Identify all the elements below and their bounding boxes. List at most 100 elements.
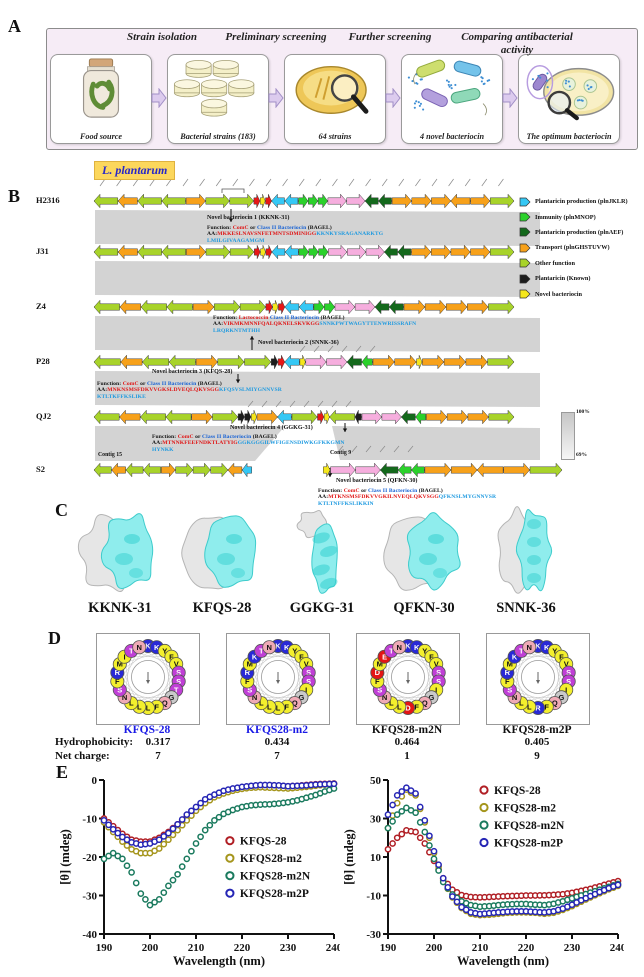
svg-text:F: F [154, 702, 159, 711]
gene-arrow [192, 462, 211, 478]
flow-arrow-icon [502, 88, 518, 108]
annotation-text-part: ComC [177, 434, 194, 440]
svg-text:I: I [565, 685, 567, 694]
svg-text:L: L [527, 702, 532, 711]
gene-arrow [93, 409, 120, 425]
svg-text:Wavelength (nm): Wavelength (nm) [173, 954, 265, 968]
legend-item: Plantaricin production (plnAEF) [519, 225, 628, 240]
data-point [384, 824, 392, 832]
synteny-ribbon [95, 371, 540, 407]
stage-card: 64 strains [284, 54, 386, 144]
data-point [398, 807, 406, 815]
gene-arrow [327, 193, 347, 209]
gene-label-tick [282, 178, 288, 187]
data-point [393, 811, 401, 818]
data-point [449, 893, 456, 900]
gene-arrow [487, 354, 515, 370]
svg-text:KFQS28-m2: KFQS28-m2 [494, 803, 556, 815]
svg-text:I: I [305, 685, 307, 694]
svg-text:N: N [527, 643, 532, 652]
gene-arrow [229, 193, 254, 209]
svg-text:F: F [284, 702, 289, 711]
annotation-aa-line1: AA:MKKESLNAVSNFETMNTSDMINIGGKKNKYSRAGANA… [207, 231, 383, 237]
gene-label-tick [448, 178, 454, 187]
annotation-text-part: Class II Bacteriocin [269, 315, 320, 321]
annotation-text-part: Function: [213, 315, 239, 321]
gene-arrow [278, 300, 286, 314]
stage-caption: The optimum bacteriocin [526, 132, 612, 141]
data-point [201, 826, 209, 834]
gene-label-tick [365, 178, 371, 187]
svg-text:T: T [519, 647, 524, 656]
svg-text:-20: -20 [82, 852, 97, 864]
annotation-text-part: MTKNSMSFDKVVGKILNVEQLQKVSGG [328, 494, 439, 501]
data-point [197, 833, 204, 841]
svg-text:Q: Q [422, 699, 428, 708]
svg-text:0: 0 [92, 775, 98, 787]
annotation-text-part: KTLTNFFKSLIKKIN [318, 500, 374, 507]
gene-arrow [443, 354, 466, 370]
svg-text:E: E [382, 652, 387, 661]
data-point [100, 817, 108, 824]
gene-arrow [422, 354, 445, 370]
gene-label-tick [132, 178, 139, 187]
legend-swatch-icon [519, 258, 531, 268]
svg-text:G: G [169, 693, 175, 702]
annotation-text-part: (BAGEL) [196, 381, 222, 387]
gene-arrow [334, 299, 356, 315]
annotation-text-part: or [138, 381, 148, 387]
gene-label-tick [348, 178, 355, 187]
gene-label-tick [464, 178, 471, 187]
gene-arrow [317, 410, 325, 424]
svg-text:KFQS28-m2P: KFQS28-m2P [494, 838, 563, 850]
svg-text:V: V [304, 660, 309, 669]
legend-item: Transport (plnGHSTUVW) [519, 240, 628, 255]
data-point [192, 840, 200, 847]
data-point [430, 847, 438, 855]
net-charge-value: 1 [404, 750, 410, 762]
svg-text:N: N [252, 693, 257, 702]
annotation-text-part: Function: [97, 381, 123, 387]
workflow-step-label: Strain isolation [126, 31, 197, 43]
gene-arrow [378, 193, 392, 209]
data-point [192, 803, 200, 811]
strain-row-label: P28 [36, 356, 50, 366]
structure-name-label: SNNK-36 [496, 600, 556, 616]
gene-legend: Plantaricin production (plnJKLR) Immunity… [519, 194, 628, 302]
synteny-ribbon [95, 316, 540, 352]
annotation-text-part: QFKNSLMYGNNVSR [438, 494, 497, 501]
annotation-text-part: LRQRKNTMTHH [213, 327, 261, 334]
gene-arrow [470, 244, 491, 260]
petri-dishes-icon [173, 60, 255, 117]
gene-arrow [186, 244, 207, 260]
svg-text:R: R [535, 704, 541, 713]
svg-text:230: 230 [564, 942, 581, 954]
svg-text:K: K [154, 643, 160, 652]
data-point [119, 833, 126, 841]
gene-arrow [140, 409, 166, 425]
panel-c-label: C [55, 500, 68, 520]
synteny-ribbon [332, 426, 540, 460]
identity-top-label: 100% [576, 409, 590, 415]
flow-arrow-icon [151, 88, 167, 108]
gene-arrow [411, 462, 425, 478]
gene-arrow [205, 193, 230, 209]
gene-arrow [326, 354, 348, 370]
annotation-aa-line1: AA:MTNNKFEEFNDKTLATYIGGGKGGGILWFIGENSDIW… [152, 440, 345, 446]
legend-marker-icon [479, 837, 489, 848]
gene-arrow [354, 410, 362, 424]
gene-cluster-row [93, 354, 515, 370]
data-point [416, 803, 424, 811]
svg-text:S: S [117, 685, 122, 694]
svg-text:Y: Y [552, 647, 557, 656]
svg-text:N: N [122, 693, 127, 702]
gene-arrow [93, 354, 121, 370]
svg-text:S: S [176, 677, 181, 686]
contig-left-label: Contig 15 [98, 452, 122, 458]
gene-arrow [411, 193, 432, 209]
legend-item: Plantaricin production (plnJKLR) [519, 194, 628, 209]
gene-label-tick [481, 178, 488, 187]
